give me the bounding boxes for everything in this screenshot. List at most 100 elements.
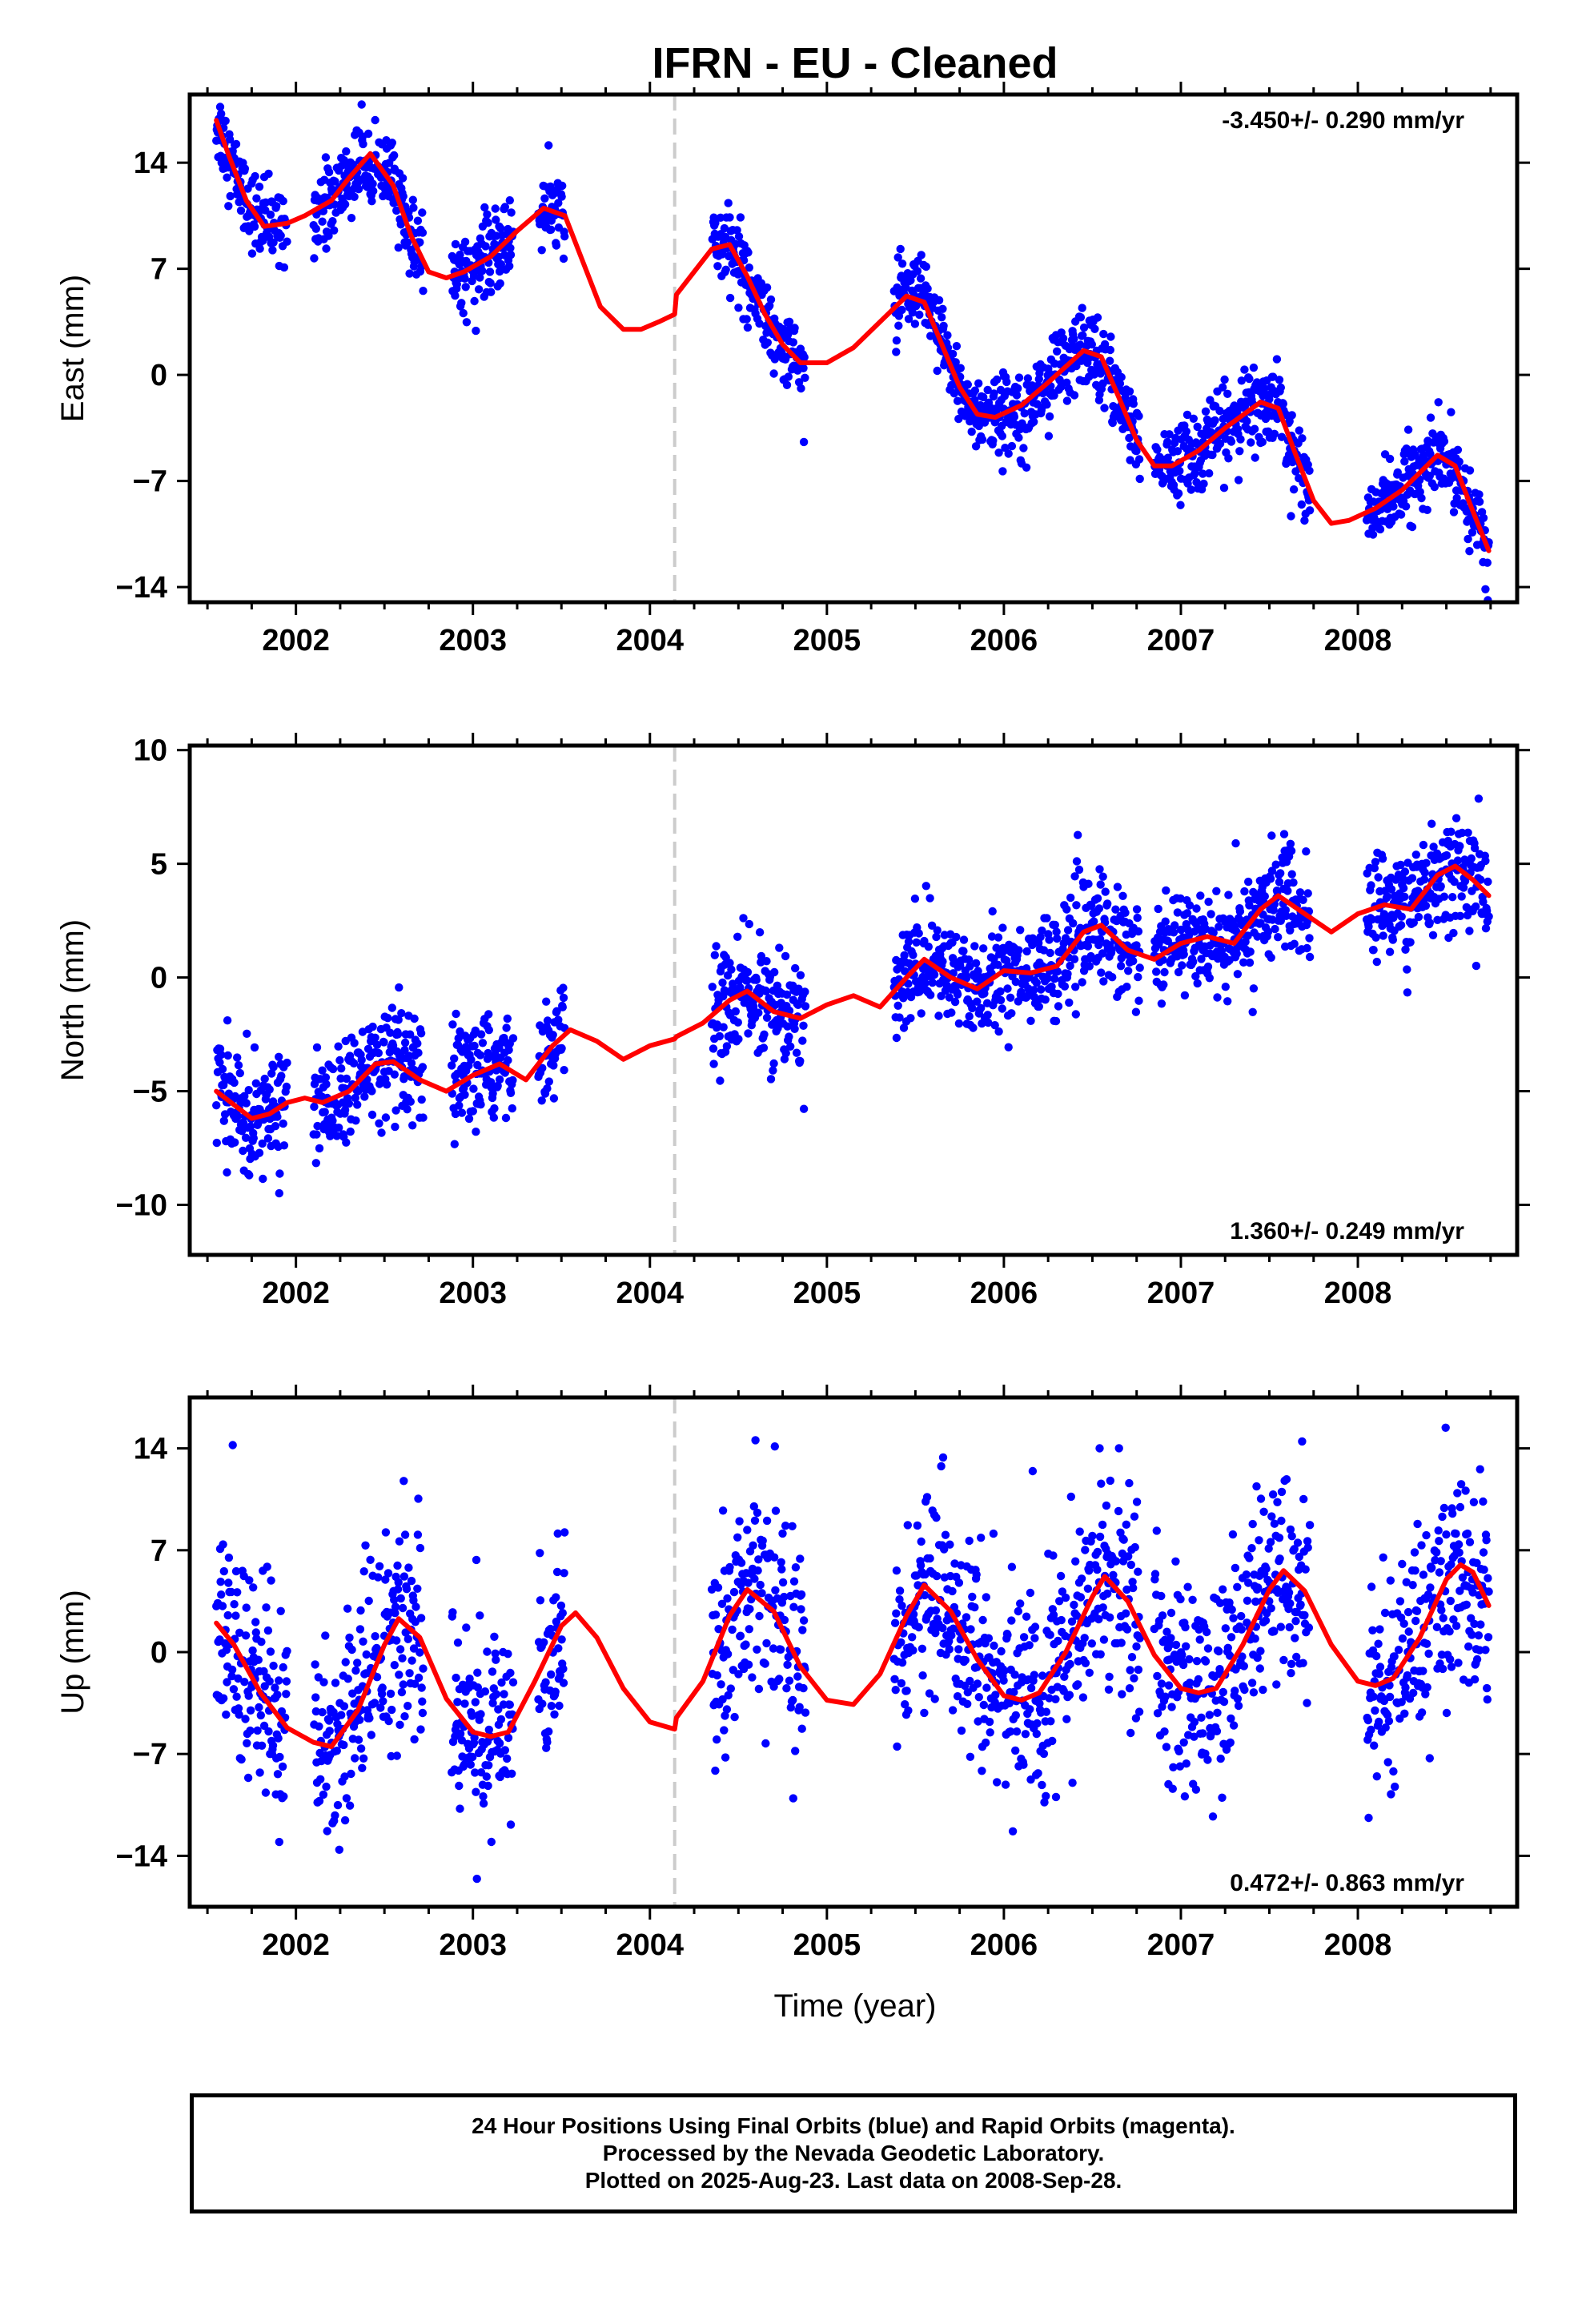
data-point (1231, 927, 1241, 936)
data-point (749, 1502, 758, 1511)
data-point (1168, 1784, 1178, 1793)
data-point (791, 1563, 801, 1572)
data-point (731, 1007, 740, 1016)
data-point (1270, 1519, 1279, 1528)
data-point (1448, 893, 1457, 902)
data-point (953, 990, 962, 999)
data-point (505, 262, 514, 271)
data-point (1125, 387, 1134, 396)
data-point (906, 1014, 915, 1023)
data-point (223, 1051, 232, 1060)
data-point (544, 1077, 553, 1086)
data-point (1380, 1608, 1390, 1618)
data-point (312, 1043, 322, 1052)
data-point (711, 1610, 721, 1619)
data-point (910, 895, 920, 903)
data-point (933, 366, 942, 376)
data-point (381, 1575, 390, 1584)
data-point (231, 1611, 240, 1620)
data-point (1371, 1706, 1379, 1715)
data-point (462, 318, 472, 327)
data-point (1163, 453, 1173, 462)
data-point (1126, 1560, 1136, 1570)
data-point (1391, 1782, 1399, 1791)
data-point (724, 199, 733, 207)
data-point (1240, 365, 1249, 374)
data-point (754, 1684, 764, 1694)
data-point (1248, 1519, 1257, 1529)
data-point (555, 1701, 564, 1711)
data-point (1287, 1532, 1296, 1541)
data-point (1270, 1627, 1279, 1636)
data-point (1290, 939, 1299, 948)
data-point (934, 296, 944, 305)
data-point (1286, 926, 1295, 935)
data-point (212, 1101, 221, 1110)
data-point (1364, 1813, 1373, 1823)
data-point (1409, 1688, 1418, 1698)
data-point (798, 1036, 807, 1045)
data-point (920, 1708, 929, 1718)
data-point (721, 1753, 730, 1762)
data-point (1130, 1542, 1139, 1552)
data-point (1111, 1557, 1121, 1566)
data-point (1267, 866, 1277, 875)
data-point (234, 1704, 243, 1713)
data-point (1115, 379, 1125, 388)
data-point (1179, 1738, 1188, 1747)
data-point (1253, 1653, 1262, 1663)
data-point (1273, 1498, 1282, 1507)
data-point (219, 1566, 228, 1576)
data-point (393, 1585, 403, 1594)
data-point (548, 1031, 557, 1039)
data-point (353, 1100, 362, 1109)
data-point (355, 1625, 365, 1634)
data-point (395, 983, 404, 992)
data-point (1287, 1659, 1296, 1668)
data-point (417, 1683, 426, 1692)
data-point (901, 967, 909, 975)
data-point (949, 1624, 958, 1633)
data-point (1465, 547, 1474, 556)
data-point (394, 1578, 403, 1587)
data-point (235, 1710, 243, 1719)
east-model-curve (214, 118, 1492, 553)
data-point (394, 243, 403, 252)
data-point (399, 192, 408, 201)
data-point (413, 1530, 423, 1539)
data-point (1205, 1711, 1215, 1719)
data-point (761, 987, 771, 996)
data-point (1006, 1727, 1015, 1736)
data-point (762, 283, 772, 292)
data-point (391, 1602, 400, 1611)
data-point (1028, 1466, 1038, 1476)
data-point (1468, 528, 1477, 537)
data-point (237, 1755, 246, 1764)
data-point (754, 1555, 763, 1564)
data-point (460, 1699, 469, 1708)
data-point (1203, 962, 1213, 971)
data-point (974, 379, 983, 388)
data-point (932, 1571, 942, 1581)
data-point (914, 1622, 923, 1632)
data-point (1246, 947, 1255, 956)
data-point (508, 1769, 516, 1778)
data-point (1245, 374, 1254, 384)
data-point (904, 979, 913, 988)
data-point (1094, 1614, 1103, 1624)
data-point (374, 1048, 383, 1058)
data-point (413, 216, 423, 225)
data-point (1176, 925, 1186, 935)
data-point (745, 1605, 754, 1614)
data-point (1264, 1544, 1273, 1553)
data-point (394, 1015, 403, 1024)
data-point (1247, 1679, 1257, 1687)
data-point (559, 993, 568, 1003)
data-point (1010, 412, 1019, 421)
data-point (954, 1578, 964, 1587)
data-point (333, 1800, 343, 1810)
data-point (1279, 830, 1289, 838)
data-point (223, 1168, 231, 1177)
data-point (461, 283, 470, 292)
data-point (950, 1559, 959, 1568)
